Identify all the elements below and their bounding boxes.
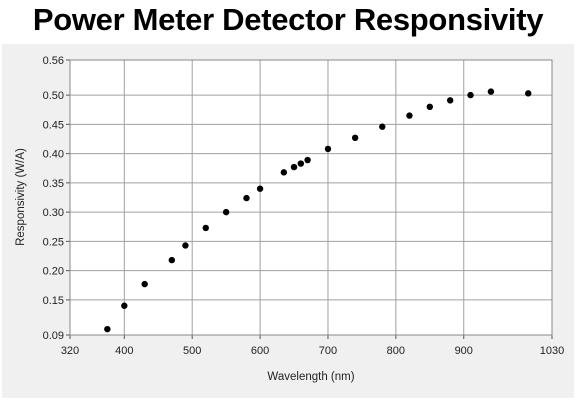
data-point bbox=[406, 112, 413, 119]
y-axis-label: Responsivity (W/A) bbox=[15, 148, 27, 246]
x-tick-label: 1030 bbox=[540, 345, 564, 357]
data-point bbox=[222, 208, 230, 216]
data-point bbox=[256, 185, 264, 192]
data-point bbox=[168, 256, 176, 264]
data-point bbox=[297, 160, 305, 167]
data-point bbox=[324, 145, 332, 153]
data-points bbox=[104, 88, 532, 333]
data-point bbox=[290, 163, 298, 171]
data-point bbox=[202, 224, 209, 232]
x-tick-label: 900 bbox=[455, 345, 473, 357]
y-tick-label: 0.45 bbox=[43, 119, 64, 131]
plot-area bbox=[70, 60, 552, 335]
data-point bbox=[426, 103, 434, 111]
chart-title: Power Meter Detector Responsivity bbox=[32, 2, 544, 37]
y-tick-label: 0.40 bbox=[43, 149, 64, 161]
x-tick-label: 800 bbox=[387, 345, 405, 357]
y-tick-labels: 0.09 0.15 0.20 0.25 0.30 0.35 0.40 0.45 0.50 0.56 bbox=[43, 55, 64, 342]
y-tick-label: 0.20 bbox=[43, 266, 64, 278]
y-tick-label: 0.30 bbox=[43, 207, 64, 219]
plot-border bbox=[69, 59, 553, 336]
data-point bbox=[104, 325, 111, 333]
y-tick-label: 0.50 bbox=[43, 90, 64, 102]
data-point bbox=[280, 169, 288, 176]
data-point bbox=[304, 156, 311, 164]
data-point bbox=[446, 97, 454, 104]
x-tick-label: 500 bbox=[183, 345, 201, 357]
x-tick-label: 600 bbox=[251, 345, 269, 357]
data-point bbox=[141, 280, 148, 288]
data-point bbox=[379, 123, 386, 130]
data-point bbox=[243, 194, 250, 202]
data-point bbox=[121, 302, 128, 309]
data-point bbox=[487, 88, 495, 95]
y-tick-label: 0.15 bbox=[43, 295, 64, 307]
y-tick-label: 0.56 bbox=[43, 55, 64, 67]
x-tick-label: 320 bbox=[61, 345, 79, 357]
y-tick-label: 0.09 bbox=[43, 330, 64, 342]
y-tick-label: 0.25 bbox=[43, 236, 64, 248]
y-tick-label: 0.35 bbox=[43, 178, 64, 190]
x-axis-label: Wavelength (nm) bbox=[267, 371, 354, 383]
data-point bbox=[467, 91, 474, 99]
x-tick-label: 400 bbox=[115, 345, 133, 357]
data-point bbox=[182, 242, 189, 249]
axes bbox=[66, 59, 553, 339]
x-tick-labels: 320 400 500 600 700 800 900 1030 bbox=[61, 345, 564, 357]
data-point bbox=[525, 90, 532, 97]
data-point bbox=[351, 134, 359, 142]
x-tick-label: 700 bbox=[319, 345, 337, 357]
